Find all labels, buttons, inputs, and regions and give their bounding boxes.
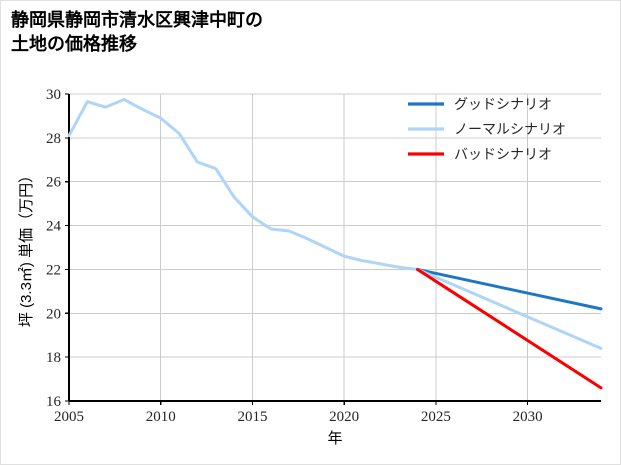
x-tick-label: 2025: [421, 409, 451, 425]
y-tick-label: 24: [46, 219, 62, 235]
x-tick-label: 2005: [54, 409, 84, 425]
y-axis-title: 坪 (3.3㎡) 単価（万円）: [18, 168, 35, 327]
y-tick-label: 22: [46, 262, 61, 278]
x-tick-label: 2015: [237, 409, 267, 425]
series-line: [67, 97, 420, 271]
series-line: [416, 267, 603, 311]
horizontal-gridlines: [69, 93, 601, 402]
y-tick-label: 20: [46, 306, 61, 322]
x-axis-title: 年: [327, 430, 342, 447]
y-tick-label: 16: [46, 394, 62, 410]
axis-spines: [67, 94, 601, 403]
x-tick-label: 2010: [146, 409, 176, 425]
legend-label: ノーマルシナリオ: [454, 123, 566, 138]
y-tick-label: 28: [46, 131, 61, 147]
x-tick-label: 2020: [329, 409, 359, 425]
x-tick-label: 2030: [513, 409, 543, 425]
y-tick-label: 30: [46, 87, 61, 103]
series-line: [416, 267, 603, 390]
y-axis-tick-labels: 16 18 20 22 24 26 28 30: [46, 87, 62, 410]
y-tick-label: 18: [46, 350, 61, 366]
axis-tickmarks: [65, 93, 529, 405]
legend-label: バッドシナリオ: [454, 148, 552, 163]
legend-label: グッドシナリオ: [454, 97, 552, 113]
page-title: 静岡県静岡市清水区興津中町の 土地の価格推移: [11, 10, 263, 54]
x-axis-tick-labels: 2005 2010 2015 2020 2025 2030: [54, 409, 543, 425]
vertical-gridlines: [68, 94, 529, 401]
series-line: [416, 267, 603, 350]
y-tick-label: 26: [46, 175, 62, 191]
data-series-group: [67, 97, 603, 390]
